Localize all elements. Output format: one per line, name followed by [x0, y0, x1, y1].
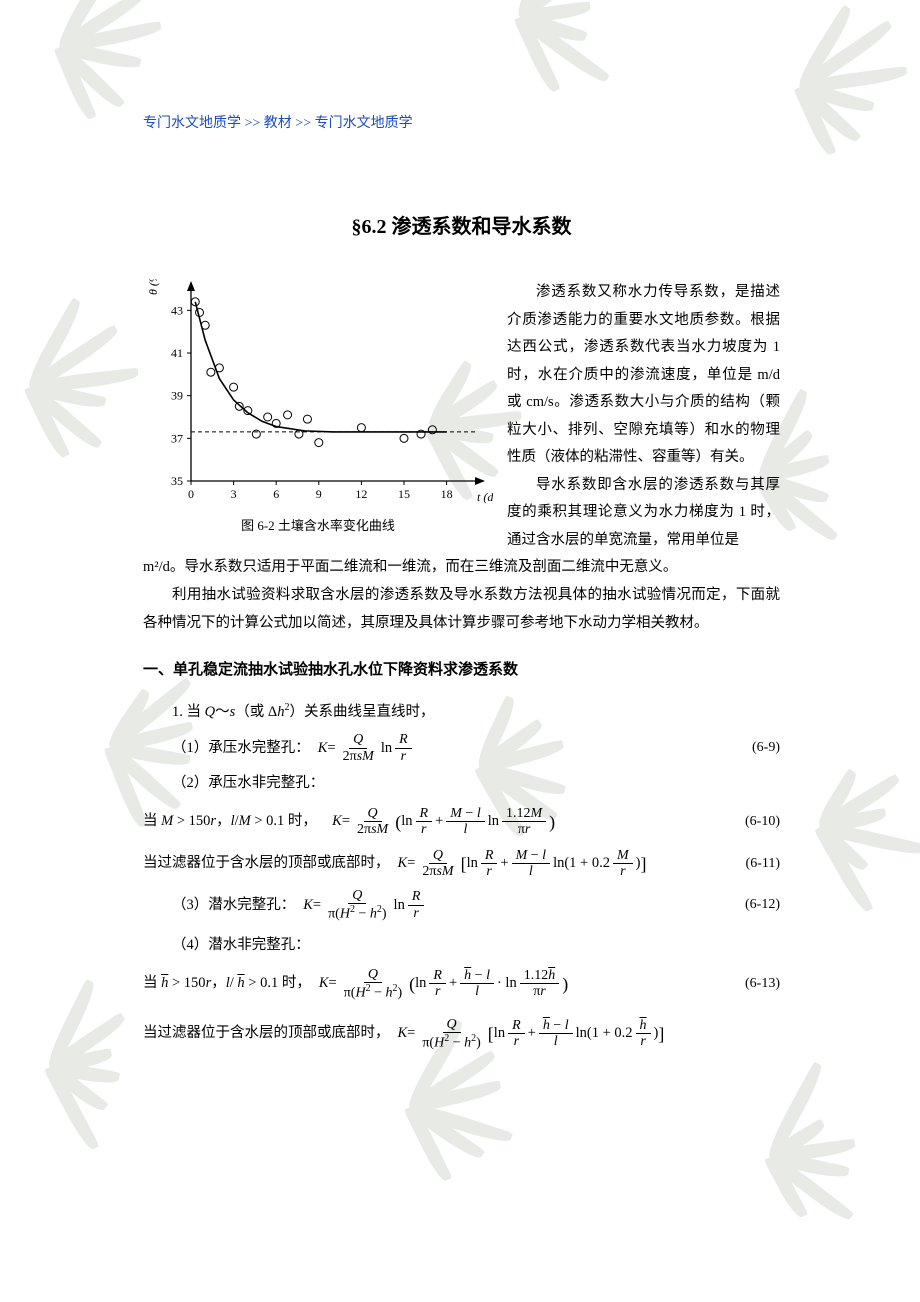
svg-text:41: 41 — [171, 346, 183, 360]
breadcrumb-seg2[interactable]: 教材 — [264, 116, 292, 131]
eq9-body: K = Q2πsM lnRr — [318, 732, 736, 764]
intro-block: 35 37 39 41 43 0 3 6 9 12 15 18 t (d) θ (%) 图 6-2 土壤含… — [143, 279, 780, 554]
chart-caption: 图 6-2 土壤含水率变化曲线 — [143, 515, 493, 534]
svg-text:43: 43 — [171, 303, 183, 317]
breadcrumb-seg3[interactable]: 专门水文地质学 — [315, 116, 413, 131]
equation-6-14: 当过滤器位于含水层的顶部或底部时， K = Qπ(H2 − h2) [lnRr … — [143, 1016, 780, 1052]
chart-svg: 35 37 39 41 43 0 3 6 9 12 15 18 t (d) θ (%) — [143, 279, 493, 509]
eq13-num: (6-13) — [729, 970, 780, 998]
eq10-prefix: 当 M > 150r，l/M > 0.1 时， — [143, 807, 332, 836]
eq14-prefix: 当过滤器位于含水层的顶部或底部时， — [143, 1019, 398, 1048]
svg-text:39: 39 — [171, 389, 183, 403]
page-content: 专门水文地质学 >> 教材 >> 专门水文地质学 §6.2 渗透系数和导水系数 … — [0, 0, 920, 1118]
eq13-body: K = Qπ(H2 − h2) (lnRr + h − ll · ln1.12h… — [319, 966, 729, 1002]
eq12-body: K = Qπ(H2 − h2) lnRr — [303, 888, 729, 922]
soil-moisture-chart: 35 37 39 41 43 0 3 6 9 12 15 18 t (d) θ (%) — [143, 279, 493, 509]
svg-text:t (d): t (d) — [477, 490, 493, 504]
eq11-prefix: 当过滤器位于含水层的顶部或底部时， — [143, 849, 398, 878]
svg-text:3: 3 — [231, 487, 237, 501]
eq14-body: K = Qπ(H2 − h2) [lnRr + h − ll ln(1 + 0.… — [398, 1016, 781, 1052]
svg-text:θ (%): θ (%) — [146, 279, 160, 295]
subheading-1: 一、单孔稳定流抽水试验抽水孔水位下降资料求渗透系数 — [143, 657, 780, 684]
breadcrumb: 专门水文地质学 >> 教材 >> 专门水文地质学 — [143, 112, 780, 132]
section-title: §6.2 渗透系数和导水系数 — [143, 210, 780, 239]
eq9-num: (6-9) — [736, 734, 780, 762]
svg-text:15: 15 — [398, 487, 410, 501]
eq13-header: （4）潜水非完整孔： — [143, 932, 780, 960]
breadcrumb-sep2: >> — [295, 116, 311, 131]
svg-text:12: 12 — [355, 487, 367, 501]
eq13-prefix: 当 h > 150r，l/ h > 0.1 时， — [143, 969, 319, 998]
svg-text:0: 0 — [188, 487, 194, 501]
eq10-num: (6-10) — [729, 808, 780, 836]
equation-6-10: 当 M > 150r，l/M > 0.1 时， K = Q2πsM (lnRr … — [143, 804, 780, 840]
svg-text:18: 18 — [441, 487, 453, 501]
svg-text:37: 37 — [171, 431, 183, 445]
svg-text:35: 35 — [171, 474, 183, 488]
line-1: 1. 当 Q～s（或 Δh2）关系曲线呈直线时， — [143, 698, 780, 726]
breadcrumb-seg1[interactable]: 专门水文地质学 — [143, 116, 241, 131]
paragraph-3: 利用抽水试验资料求取含水层的渗透系数及导水系数方法视具体的抽水试验情况而定，下面… — [143, 582, 780, 637]
eq12-num: (6-12) — [729, 891, 780, 919]
equation-6-9: （1）承压水完整孔： K = Q2πsM lnRr (6-9) — [143, 732, 780, 764]
equation-6-13: 当 h > 150r，l/ h > 0.1 时， K = Qπ(H2 − h2)… — [143, 966, 780, 1002]
eq11-body: K = Q2πsM [lnRr + M − ll ln(1 + 0.2Mr)] — [398, 846, 730, 882]
figure-6-2: 35 37 39 41 43 0 3 6 9 12 15 18 t (d) θ (%) 图 6-2 土壤含… — [143, 279, 493, 534]
line1-prefix: 1. 当 — [172, 704, 201, 720]
equation-6-12: （3）潜水完整孔： K = Qπ(H2 − h2) lnRr (6-12) — [143, 888, 780, 922]
breadcrumb-sep1: >> — [245, 116, 261, 131]
eq9-prefix: （1）承压水完整孔： — [143, 734, 318, 763]
svg-text:6: 6 — [273, 487, 279, 501]
paragraph-2b: m²/d。导水系数只适用于平面二维流和一维流，而在三维流及剖面二维流中无意义。 — [143, 554, 780, 582]
svg-text:9: 9 — [316, 487, 322, 501]
eq10-body: K = Q2πsM (lnRr + M − ll ln1.12Mπr) — [332, 804, 729, 840]
eq11-num: (6-11) — [730, 850, 780, 878]
eq10-header: （2）承压水非完整孔： — [143, 770, 780, 798]
eq12-prefix: （3）潜水完整孔： — [143, 891, 303, 920]
equation-6-11: 当过滤器位于含水层的顶部或底部时， K = Q2πsM [lnRr + M − … — [143, 846, 780, 882]
